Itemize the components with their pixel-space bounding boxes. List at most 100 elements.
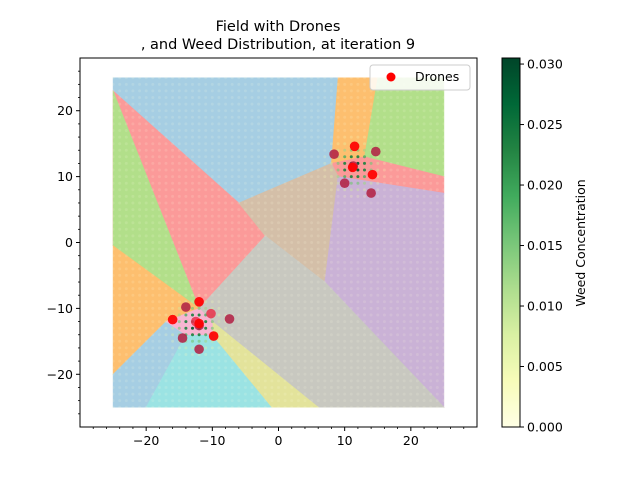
weed-dot xyxy=(343,280,347,284)
weed-dot xyxy=(144,399,148,403)
weed-dot xyxy=(111,201,115,205)
weed-dot xyxy=(124,241,128,244)
weed-dot xyxy=(409,359,413,363)
y-tick-label: 20 xyxy=(57,103,73,118)
weed-dot xyxy=(263,306,267,310)
weed-dot xyxy=(177,181,181,185)
weed-dot xyxy=(376,326,380,330)
weed-dot xyxy=(118,254,122,258)
weed-dot xyxy=(257,194,261,198)
weed-dot xyxy=(363,214,366,218)
weed-dot xyxy=(363,405,366,409)
weed-dot xyxy=(151,333,155,337)
weed-dot xyxy=(197,260,201,264)
weed-dot xyxy=(343,122,347,126)
weed-dot xyxy=(336,287,340,291)
weed-dot xyxy=(310,135,314,139)
weed-dot xyxy=(316,194,320,198)
weed-dot xyxy=(151,135,155,139)
weed-dot xyxy=(184,392,188,396)
weed-dot xyxy=(257,221,261,225)
weed-dot xyxy=(224,260,228,264)
weed-dot xyxy=(111,359,115,363)
weed-dot xyxy=(296,353,300,356)
weed-dot xyxy=(290,201,294,205)
weed-dot xyxy=(303,366,307,370)
y-tick-label: −10 xyxy=(47,301,73,316)
weed-dot xyxy=(310,96,314,99)
weed-dot xyxy=(124,359,128,363)
weed-dot xyxy=(429,306,433,310)
weed-dot xyxy=(310,214,314,218)
weed-dot xyxy=(270,366,274,370)
weed-dot xyxy=(303,181,307,185)
weed-dot xyxy=(191,300,194,304)
weed-dot xyxy=(336,366,340,370)
weed-dot xyxy=(204,386,208,389)
marker-point xyxy=(329,149,339,160)
weed-dot xyxy=(296,300,300,304)
weed-dot xyxy=(389,194,393,198)
weed-dot xyxy=(310,129,314,132)
weed-dot xyxy=(250,175,254,179)
weed-dot xyxy=(118,115,122,119)
weed-dot xyxy=(310,267,314,271)
weed-dot xyxy=(376,359,380,363)
weed-dot xyxy=(204,339,208,343)
weed-dot xyxy=(144,135,148,139)
weed-dot xyxy=(435,326,439,330)
weed-dot xyxy=(138,260,142,264)
weed-dot xyxy=(389,293,393,297)
weed-dot xyxy=(230,208,234,212)
weed-dot xyxy=(389,181,393,185)
weed-dot xyxy=(336,333,340,337)
weed-dot xyxy=(151,260,155,264)
weed-dot xyxy=(396,201,400,205)
weed-dot xyxy=(409,300,413,304)
weed-dot xyxy=(310,155,314,159)
weed-dot xyxy=(177,405,181,409)
weed-dot xyxy=(369,208,373,212)
weed-dot xyxy=(144,313,148,317)
weed-dot xyxy=(303,161,307,165)
weed-dot xyxy=(210,148,214,152)
weed-dot xyxy=(396,379,400,383)
weed-dot xyxy=(296,293,300,297)
weed-dot xyxy=(415,221,419,225)
weed-dot xyxy=(329,300,333,304)
colorbar-label: Weed Concentration xyxy=(573,179,588,306)
weed-dot xyxy=(151,241,155,244)
weed-dot xyxy=(144,254,148,258)
weed-dot xyxy=(224,392,228,396)
weed-dot xyxy=(349,326,353,330)
weed-dot xyxy=(363,234,366,238)
weed-dot xyxy=(250,260,254,264)
weed-dot xyxy=(257,353,261,356)
weed-dot xyxy=(349,155,353,159)
weed-dot xyxy=(435,102,439,106)
weed-dot xyxy=(124,326,128,330)
weed-dot xyxy=(422,359,426,363)
weed-dot xyxy=(210,293,214,297)
weed-dot xyxy=(290,102,294,106)
weed-dot xyxy=(171,214,175,218)
weed-dot xyxy=(237,333,241,337)
weed-dot xyxy=(376,129,380,132)
weed-dot xyxy=(184,234,188,238)
weed-dot xyxy=(171,175,175,179)
weed-dot xyxy=(111,122,115,126)
weed-dot xyxy=(263,208,267,212)
weed-dot xyxy=(171,339,175,343)
weed-dot xyxy=(217,221,221,225)
weed-dot xyxy=(250,333,254,337)
weed-dot xyxy=(349,392,353,396)
weed-dot xyxy=(376,260,380,264)
weed-dot xyxy=(138,392,142,396)
weed-dot xyxy=(277,306,280,310)
weed-dot xyxy=(118,320,122,324)
weed-dot xyxy=(296,214,300,218)
weed-dot xyxy=(144,208,148,212)
weed-dot xyxy=(171,115,175,119)
weed-dot xyxy=(263,135,267,139)
weed-dot xyxy=(263,287,267,291)
